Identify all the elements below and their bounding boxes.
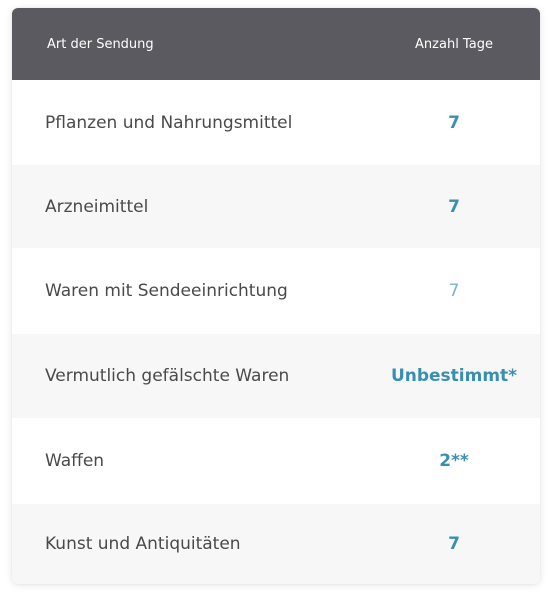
shipment-table: Art der Sendung Anzahl Tage Pflanzen und… — [12, 8, 540, 584]
table-row: Vermutlich gefälschte Waren Unbestimmt* — [12, 334, 540, 418]
row-type: Pflanzen und Nahrungsmittel — [45, 112, 293, 133]
table-row: Arzneimittel 7 — [12, 165, 540, 248]
table-row: Pflanzen und Nahrungsmittel 7 — [12, 80, 540, 165]
table-row: Waren mit Sendeeinrichtung 7 — [12, 248, 540, 334]
row-days: Unbestimmt* — [390, 366, 518, 386]
row-type: Arzneimittel — [45, 196, 149, 217]
row-type: Vermutlich gefälschte Waren — [45, 366, 290, 386]
table-header: Art der Sendung Anzahl Tage — [12, 8, 540, 80]
row-days: 7 — [448, 281, 460, 301]
row-days: 7 — [448, 196, 460, 217]
header-shipment-type: Art der Sendung — [47, 36, 154, 52]
row-days: 2** — [439, 451, 469, 471]
row-type: Waren mit Sendeeinrichtung — [45, 281, 288, 301]
header-days: Anzahl Tage — [415, 36, 493, 52]
row-days: 7 — [448, 534, 460, 554]
row-type: Waffen — [45, 451, 105, 471]
row-days: 7 — [448, 112, 460, 133]
table-row: Kunst und Antiquitäten 7 — [12, 504, 540, 584]
table-row: Waffen 2** — [12, 418, 540, 504]
row-type: Kunst und Antiquitäten — [45, 534, 241, 554]
